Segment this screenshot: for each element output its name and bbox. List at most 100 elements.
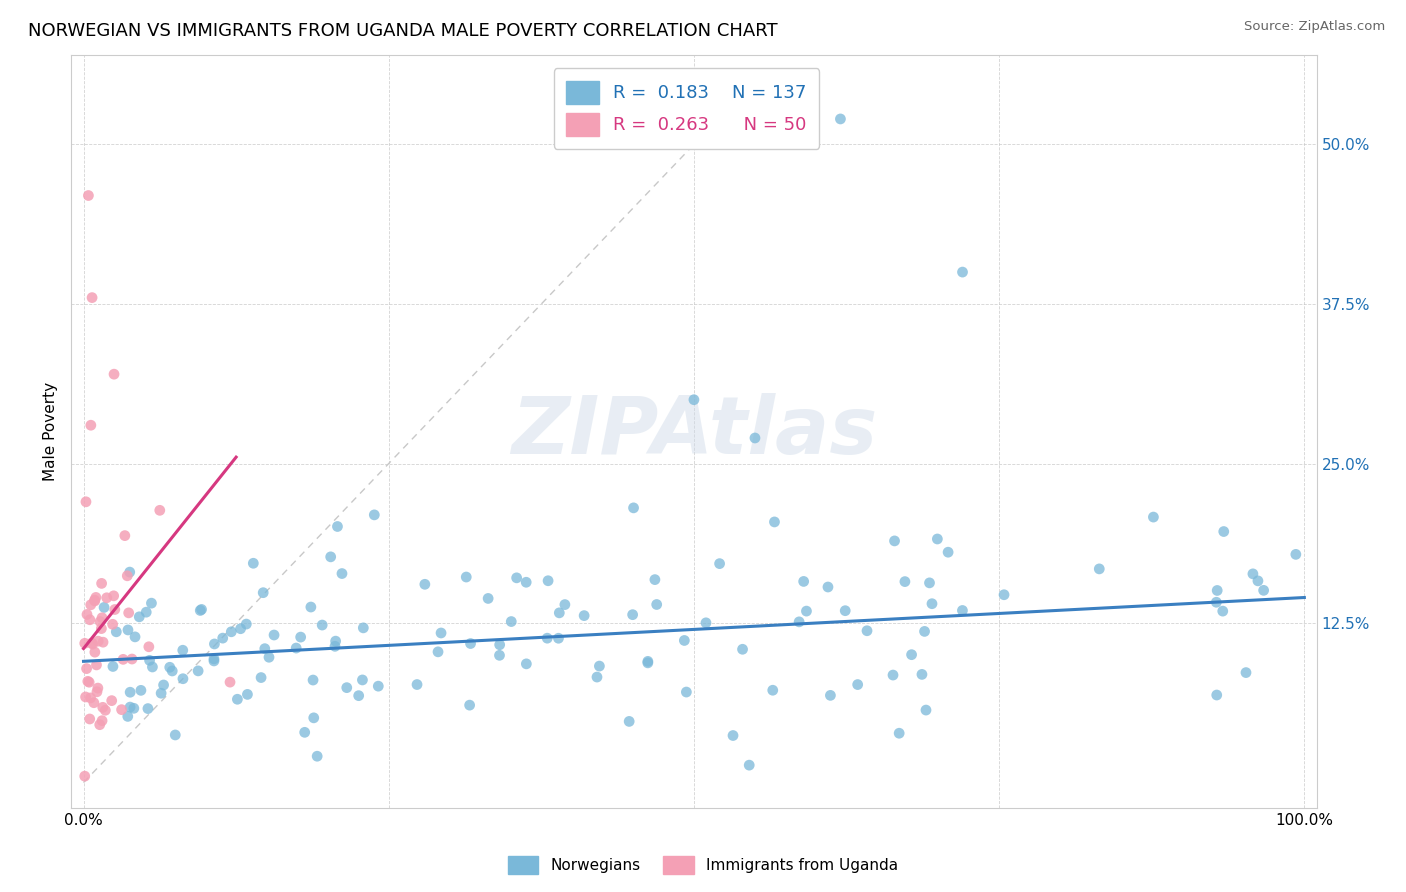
Point <box>236 687 259 701</box>
Point <box>80 636 103 650</box>
Point <box>515 575 537 590</box>
Point <box>204 637 226 651</box>
Point <box>1285 547 1308 561</box>
Point <box>77 675 100 690</box>
Point <box>83 645 105 659</box>
Point <box>172 672 194 686</box>
Point <box>547 632 569 646</box>
Point <box>80 598 103 612</box>
Point <box>101 617 124 632</box>
Point <box>406 677 429 691</box>
Point <box>477 591 499 606</box>
Point <box>257 650 280 665</box>
Point <box>250 671 273 685</box>
Point <box>211 631 233 645</box>
Point <box>165 728 187 742</box>
Point <box>793 574 815 589</box>
Point <box>363 508 385 522</box>
Point <box>87 634 110 648</box>
Point <box>263 628 285 642</box>
Point <box>936 545 959 559</box>
Legend: Norwegians, Immigrants from Uganda: Norwegians, Immigrants from Uganda <box>502 850 904 880</box>
Point <box>172 643 194 657</box>
Point <box>117 709 139 723</box>
Point <box>413 577 436 591</box>
Point <box>548 606 571 620</box>
Point <box>914 624 936 639</box>
Point <box>86 657 108 672</box>
Point <box>645 598 668 612</box>
Point <box>572 608 595 623</box>
Point <box>80 418 103 433</box>
Point <box>820 689 842 703</box>
Point <box>84 591 107 605</box>
Point <box>89 615 111 629</box>
Point <box>75 495 97 509</box>
Point <box>488 638 510 652</box>
Point <box>330 566 353 581</box>
Point <box>1234 665 1257 680</box>
Point <box>141 596 163 610</box>
Point <box>637 654 659 668</box>
Point <box>637 656 659 670</box>
Point <box>1088 562 1111 576</box>
Point <box>96 591 118 605</box>
Point <box>817 580 839 594</box>
Point <box>120 700 142 714</box>
Point <box>77 188 100 202</box>
Point <box>104 602 127 616</box>
Point <box>235 617 257 632</box>
Point <box>323 640 346 654</box>
Point <box>830 112 852 126</box>
Point <box>141 660 163 674</box>
Point <box>73 636 96 650</box>
Point <box>554 598 576 612</box>
Point <box>617 714 640 729</box>
Point <box>302 711 325 725</box>
Point <box>1205 595 1227 609</box>
Point <box>505 571 527 585</box>
Point <box>952 603 974 617</box>
Point <box>846 677 869 691</box>
Point <box>856 624 879 638</box>
Point <box>1241 566 1264 581</box>
Point <box>112 652 135 666</box>
Point <box>121 652 143 666</box>
Point <box>221 624 243 639</box>
Point <box>229 622 252 636</box>
Point <box>456 570 478 584</box>
Point <box>114 528 136 542</box>
Point <box>83 593 105 607</box>
Point <box>921 597 943 611</box>
Point <box>202 652 225 666</box>
Point <box>159 660 181 674</box>
Point <box>79 613 101 627</box>
Point <box>763 515 786 529</box>
Point <box>149 503 172 517</box>
Point <box>110 703 132 717</box>
Point <box>307 749 329 764</box>
Text: ZIPAtlas: ZIPAtlas <box>510 392 877 471</box>
Point <box>623 500 645 515</box>
Point <box>731 642 754 657</box>
Point <box>75 690 97 704</box>
Point <box>118 606 141 620</box>
Point <box>621 607 644 622</box>
Point <box>89 717 111 731</box>
Point <box>83 696 105 710</box>
Point <box>488 648 510 663</box>
Point <box>252 585 274 599</box>
Point <box>911 667 934 681</box>
Text: Source: ZipAtlas.com: Source: ZipAtlas.com <box>1244 20 1385 33</box>
Point <box>290 630 312 644</box>
Point <box>883 533 905 548</box>
Point <box>79 690 101 705</box>
Point <box>117 623 139 637</box>
Point <box>675 685 697 699</box>
Point <box>105 624 128 639</box>
Point <box>695 615 717 630</box>
Point <box>299 600 322 615</box>
Point <box>219 675 242 690</box>
Point <box>122 701 145 715</box>
Point <box>90 576 112 591</box>
